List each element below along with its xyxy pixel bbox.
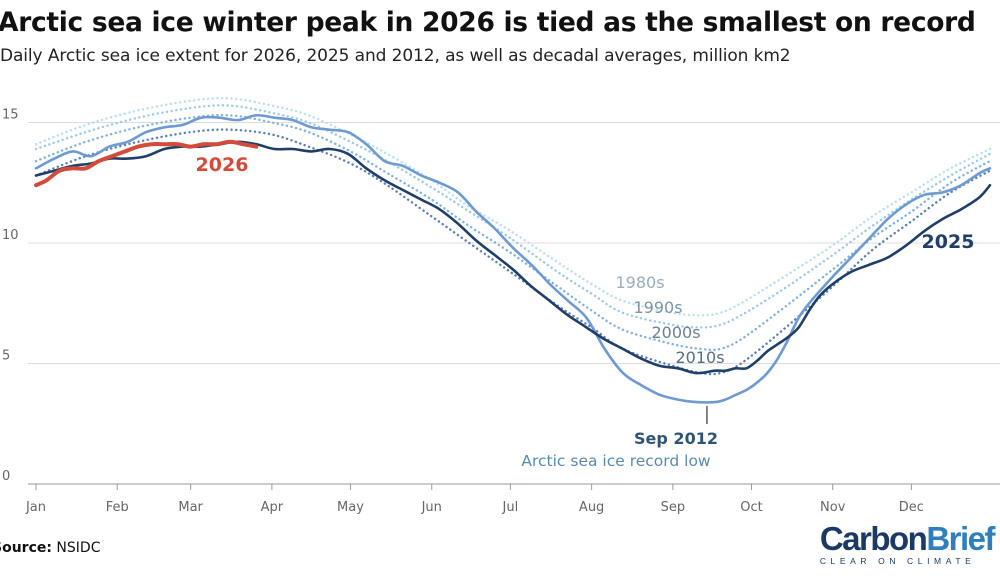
x-tick-label: Oct xyxy=(740,500,762,515)
y-tick-label: 5 xyxy=(2,349,10,364)
axes: 0 5 10 15 Jan Feb Mar Apr May Jun Jul Aug Sep Oct Nov D… xyxy=(2,108,924,516)
gridlines xyxy=(28,122,1000,485)
logo-word-carbon: Carbon xyxy=(819,520,928,557)
x-tick-label: Jan xyxy=(25,500,46,515)
record-low-annotation: Sep 2012 Arctic sea ice record low xyxy=(521,406,718,470)
series-line-2000s xyxy=(34,113,992,352)
logo-word-brief: Brief xyxy=(926,520,995,557)
label-2025: 2025 xyxy=(922,231,975,253)
source-note: Source: NSIDC xyxy=(0,540,100,556)
series-line-2026 xyxy=(34,139,259,188)
annotation-title: Sep 2012 xyxy=(634,429,718,448)
x-tick-label: Apr xyxy=(261,500,284,515)
label-2000s: 2000s xyxy=(651,323,700,342)
chart-subtitle: Daily Arctic sea ice extent for 2026, 20… xyxy=(0,46,791,66)
series-labels: 2026 2025 1980s 1990s 2000s 2010s xyxy=(196,154,975,367)
y-tick-label: 15 xyxy=(2,108,19,123)
x-tick-label: Nov xyxy=(820,500,846,515)
source-label: Source: xyxy=(0,540,52,556)
x-tick-label: Sep xyxy=(661,500,686,515)
series-line-2025 xyxy=(34,140,992,375)
x-tick-label: Jul xyxy=(502,500,519,515)
series-line-1980s xyxy=(34,96,992,317)
logo-tagline: CLEAR ON CLIMATE xyxy=(819,556,976,566)
label-1980s: 1980s xyxy=(615,273,664,292)
x-tick-label: May xyxy=(337,500,364,515)
x-tick-label: Aug xyxy=(579,500,604,515)
carbon-brief-logo: CarbonBrief CLEAR ON CLIMATE xyxy=(819,520,996,567)
x-tick-label: Jun xyxy=(421,500,442,515)
label-2026: 2026 xyxy=(196,154,249,176)
series-line-1990s xyxy=(34,104,992,329)
label-2010s: 2010s xyxy=(675,348,724,367)
label-1990s: 1990s xyxy=(633,298,682,317)
y-tick-label: 10 xyxy=(2,228,19,243)
series-lines xyxy=(34,96,992,404)
x-tick-label: Feb xyxy=(106,500,129,515)
x-tick-label: Mar xyxy=(178,500,203,515)
y-tick-label: 0 xyxy=(2,469,10,484)
annotation-text: Arctic sea ice record low xyxy=(521,452,711,470)
series-line-2010s xyxy=(34,128,992,376)
series-line-2012 xyxy=(34,113,992,404)
chart-title: Arctic sea ice winter peak in 2026 is ti… xyxy=(0,7,976,38)
source-text: NSIDC xyxy=(56,540,101,556)
x-tick-label: Dec xyxy=(899,500,924,515)
